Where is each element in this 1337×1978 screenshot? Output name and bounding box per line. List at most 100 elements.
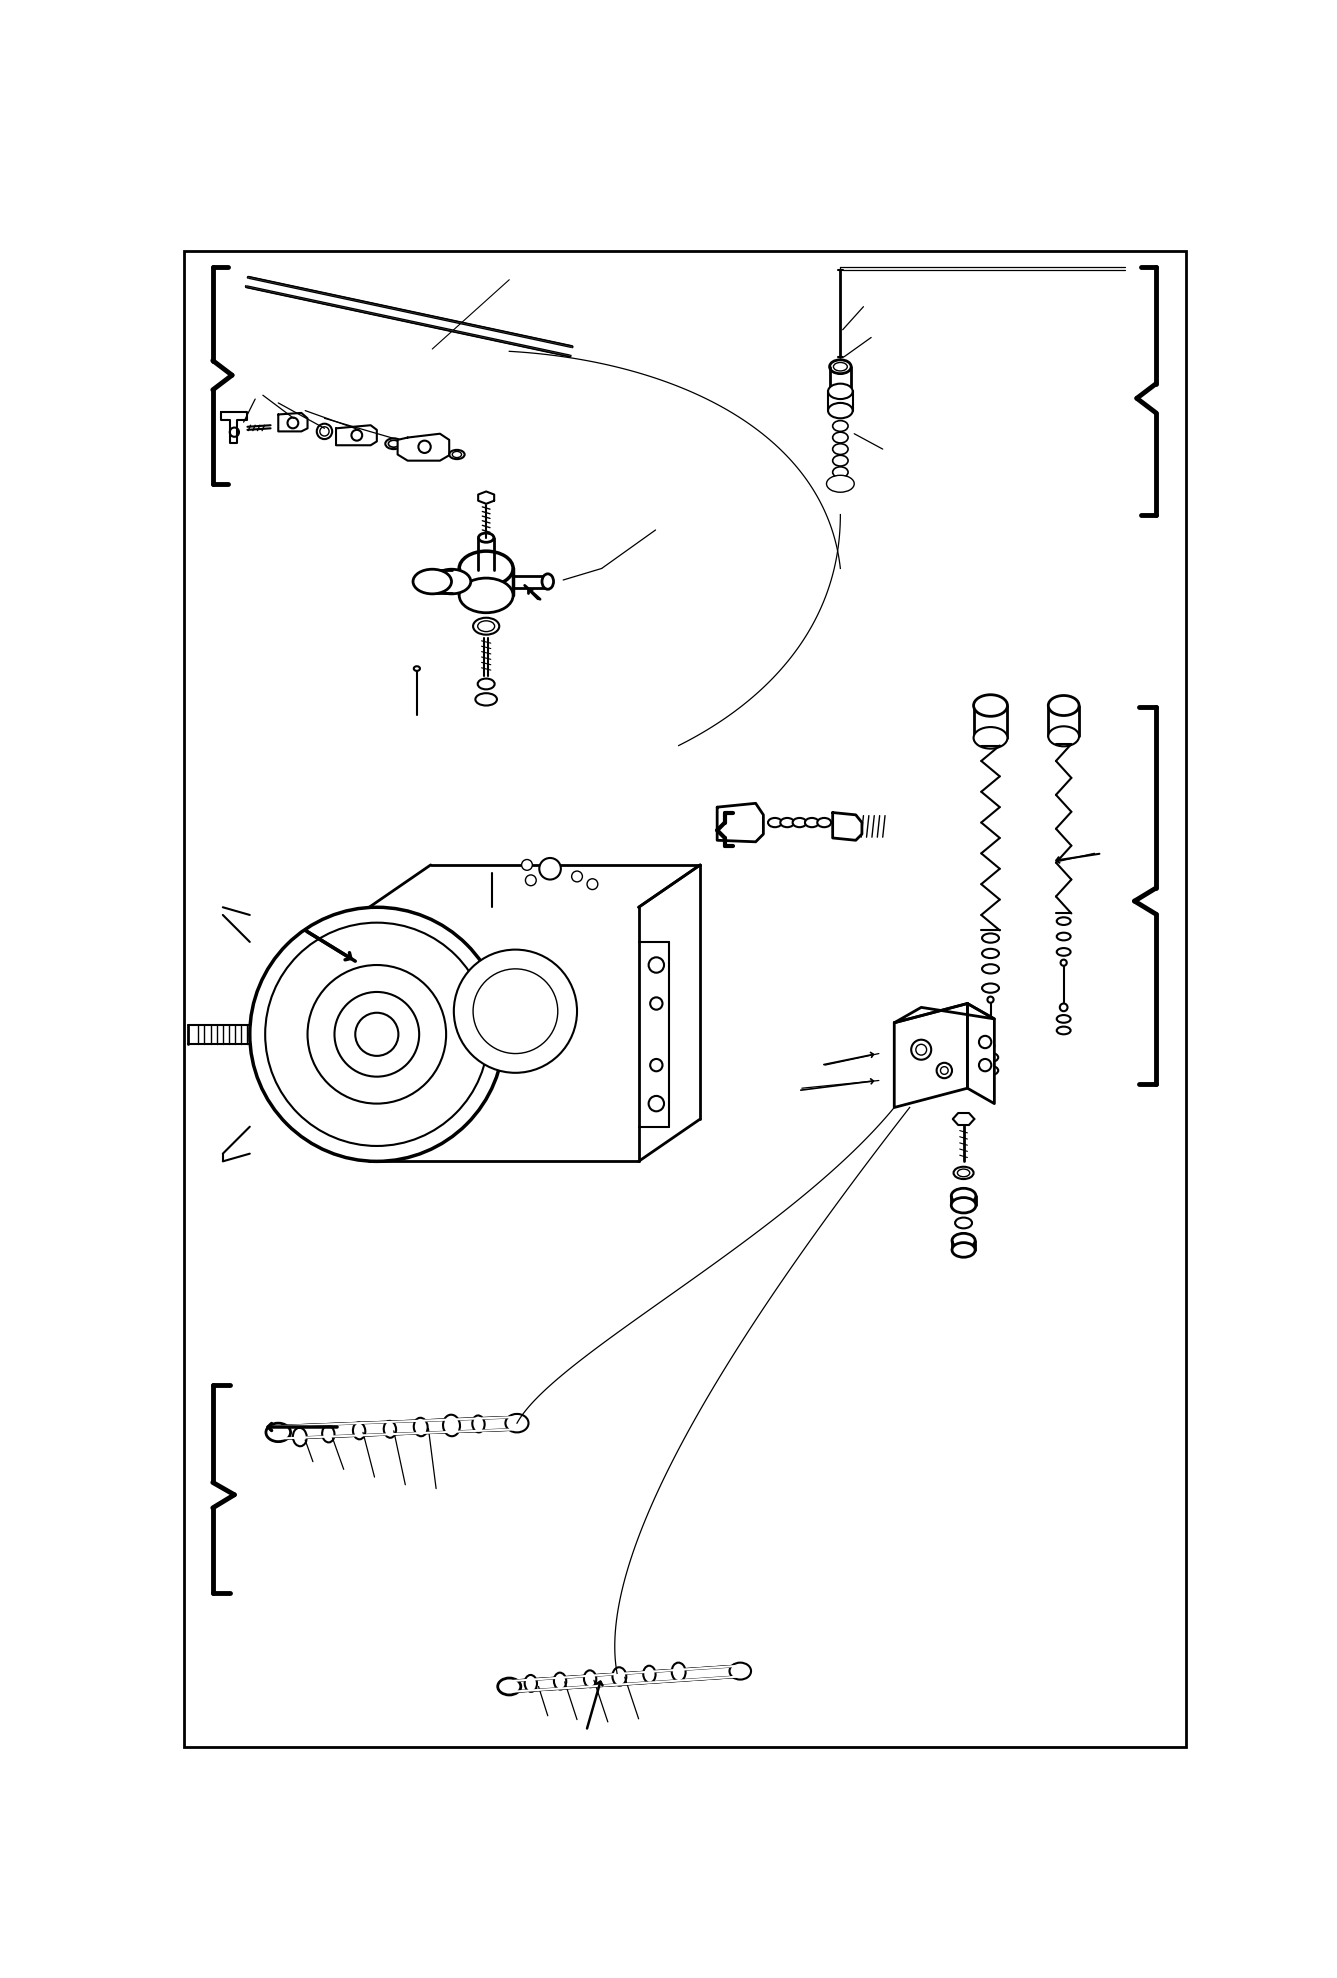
Circle shape xyxy=(320,427,329,435)
Ellipse shape xyxy=(952,1234,975,1248)
Ellipse shape xyxy=(497,1677,521,1695)
Ellipse shape xyxy=(983,1052,999,1062)
Ellipse shape xyxy=(973,728,1008,748)
Ellipse shape xyxy=(554,1673,567,1689)
Circle shape xyxy=(937,1062,952,1078)
Circle shape xyxy=(979,1036,991,1048)
Ellipse shape xyxy=(781,819,794,827)
Polygon shape xyxy=(479,491,495,504)
Circle shape xyxy=(539,858,560,880)
Ellipse shape xyxy=(955,1218,972,1228)
Ellipse shape xyxy=(1056,1015,1071,1023)
Ellipse shape xyxy=(1056,934,1071,940)
Circle shape xyxy=(587,878,598,890)
Ellipse shape xyxy=(983,934,999,944)
Polygon shape xyxy=(336,425,377,445)
Ellipse shape xyxy=(479,532,493,542)
Circle shape xyxy=(988,997,993,1003)
Circle shape xyxy=(317,423,332,439)
Circle shape xyxy=(912,1040,932,1060)
Ellipse shape xyxy=(833,455,848,467)
Ellipse shape xyxy=(951,1189,976,1205)
Ellipse shape xyxy=(1056,1027,1071,1034)
Ellipse shape xyxy=(452,451,461,457)
Ellipse shape xyxy=(443,1414,460,1436)
Ellipse shape xyxy=(767,819,782,827)
Ellipse shape xyxy=(833,443,848,455)
Ellipse shape xyxy=(449,449,465,459)
Ellipse shape xyxy=(983,949,999,957)
Ellipse shape xyxy=(730,1663,751,1679)
Polygon shape xyxy=(278,1416,517,1438)
Polygon shape xyxy=(397,433,449,461)
Circle shape xyxy=(418,441,431,453)
Polygon shape xyxy=(221,411,247,443)
Circle shape xyxy=(916,1044,927,1054)
Ellipse shape xyxy=(353,1422,365,1440)
Ellipse shape xyxy=(643,1665,655,1683)
Ellipse shape xyxy=(477,621,495,631)
Ellipse shape xyxy=(983,983,999,993)
Ellipse shape xyxy=(612,1667,626,1685)
Ellipse shape xyxy=(829,477,852,491)
Ellipse shape xyxy=(384,1420,396,1438)
Circle shape xyxy=(1060,1003,1067,1011)
Circle shape xyxy=(521,860,532,870)
Ellipse shape xyxy=(793,819,806,827)
Ellipse shape xyxy=(505,1414,528,1432)
Polygon shape xyxy=(968,1003,995,1104)
Ellipse shape xyxy=(293,1428,306,1446)
Ellipse shape xyxy=(957,1169,969,1177)
Ellipse shape xyxy=(671,1663,686,1681)
Ellipse shape xyxy=(983,1066,999,1076)
Polygon shape xyxy=(278,413,308,431)
Circle shape xyxy=(548,866,559,878)
Ellipse shape xyxy=(459,552,513,585)
Ellipse shape xyxy=(266,1422,290,1442)
Ellipse shape xyxy=(952,1242,975,1258)
Ellipse shape xyxy=(413,1418,428,1436)
Ellipse shape xyxy=(385,439,402,449)
Circle shape xyxy=(648,1096,664,1112)
Circle shape xyxy=(356,1013,398,1056)
Ellipse shape xyxy=(973,694,1008,716)
Ellipse shape xyxy=(828,404,853,417)
Ellipse shape xyxy=(1048,696,1079,716)
Ellipse shape xyxy=(459,578,513,613)
Ellipse shape xyxy=(322,1426,334,1442)
Ellipse shape xyxy=(833,421,848,431)
Ellipse shape xyxy=(477,678,495,690)
Ellipse shape xyxy=(473,617,499,635)
Ellipse shape xyxy=(826,475,854,493)
Circle shape xyxy=(230,427,239,437)
Ellipse shape xyxy=(524,1675,537,1691)
Ellipse shape xyxy=(829,360,852,374)
Ellipse shape xyxy=(1048,726,1079,746)
Circle shape xyxy=(287,417,298,429)
Ellipse shape xyxy=(476,692,497,706)
Circle shape xyxy=(940,1066,948,1074)
Ellipse shape xyxy=(805,819,818,827)
Ellipse shape xyxy=(541,574,554,589)
Polygon shape xyxy=(833,813,862,841)
Ellipse shape xyxy=(953,1167,973,1179)
Ellipse shape xyxy=(472,1416,484,1432)
Circle shape xyxy=(1060,959,1067,965)
Ellipse shape xyxy=(983,963,999,973)
Ellipse shape xyxy=(413,570,452,593)
Ellipse shape xyxy=(1056,947,1071,955)
Ellipse shape xyxy=(1056,918,1071,926)
Circle shape xyxy=(453,949,578,1072)
Circle shape xyxy=(987,1042,995,1050)
Polygon shape xyxy=(717,803,763,843)
Circle shape xyxy=(979,1058,991,1072)
Polygon shape xyxy=(509,1665,741,1691)
Ellipse shape xyxy=(432,570,471,593)
Ellipse shape xyxy=(828,384,853,400)
Polygon shape xyxy=(894,1003,995,1023)
Ellipse shape xyxy=(833,467,848,477)
Circle shape xyxy=(352,429,362,441)
Polygon shape xyxy=(246,277,572,356)
Ellipse shape xyxy=(388,441,400,447)
Circle shape xyxy=(650,997,663,1009)
